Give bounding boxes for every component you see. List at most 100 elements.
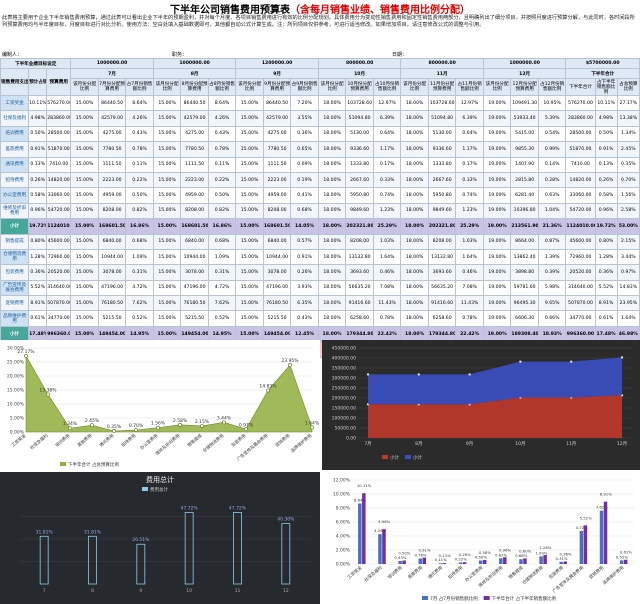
cell: 19.00% (482, 202, 512, 220)
cell: 15.00% (152, 125, 182, 143)
cell: 149454.00 (262, 325, 292, 343)
table-row: 培训费用 0.50% 28500.00 15.00% 4275.00 0.43% 15.00… (0, 125, 640, 143)
cell: 0.58% (28, 187, 48, 204)
x-tick-label: 招待费用 (446, 564, 464, 580)
cell: 0.36% (28, 264, 48, 281)
value-label: 13.38% (39, 388, 57, 394)
cell: 15.00% (235, 295, 264, 312)
target-label: 下半年业绩目标设定 (0, 58, 72, 69)
cell: 25.29% (372, 218, 402, 235)
cell: 14.05% (290, 218, 319, 235)
cell: 18.00% (400, 187, 429, 204)
cell: 0.43% (207, 125, 237, 143)
cell: 19.00% (482, 156, 512, 173)
cell: 10944.00 (262, 248, 292, 266)
value-label: 0.26% (459, 552, 471, 557)
cell: 10944.00 (180, 248, 209, 266)
value-label: 26.51% (132, 537, 150, 543)
cell: 12.97% (455, 94, 484, 112)
sub-header: 下半年合计 (565, 78, 596, 96)
cell: 18.00% (317, 187, 347, 204)
cell: 0.31% (125, 264, 154, 281)
cell: 19.00% (482, 279, 512, 297)
cell: 1333.80 (345, 156, 374, 173)
total-sales: $5700000.00 (565, 58, 640, 69)
cell: 51870.00 (565, 141, 596, 158)
position: 职务： (172, 52, 188, 58)
value-label: 0.61% (620, 550, 632, 555)
cell: 576270.00 (565, 94, 596, 112)
value-label: 7.62% (596, 505, 608, 510)
cell: 3.44% (616, 248, 640, 266)
cell: 2667.60 (427, 171, 457, 189)
bar (382, 529, 386, 564)
cell: 0.43% (125, 125, 154, 143)
cell: 1.34% (616, 125, 640, 143)
bar (482, 559, 487, 564)
value-label: 40.30% (277, 517, 295, 523)
cell: 6.39% (455, 110, 484, 127)
meta-row: 编制人： 职务： 日期： (2, 51, 638, 58)
cell: 6258.60 (345, 310, 374, 327)
cell: 19.00% (482, 110, 512, 127)
table-row: 社保及福利 4.98% 283860.00 15.00% 42579.00 4.26% 15… (0, 110, 640, 127)
description: 此表格主要用于企业下半年销售费用预算，通过此表可以看出企业下半年的预期盈利，并对… (2, 15, 635, 28)
cell: 18.00% (400, 233, 429, 250)
cell: 0.11% (125, 156, 154, 173)
row-label: 社保及福利 (0, 110, 30, 127)
x-tick-label: 8 (91, 588, 94, 594)
bar (184, 512, 194, 585)
cell: 15.00% (235, 325, 264, 343)
value-label: 1.28% (539, 545, 551, 550)
cell: 18.00% (400, 110, 429, 127)
bar (422, 557, 426, 564)
cell: 14.95% (125, 325, 154, 343)
sub-header: 该月份分配比例 (317, 78, 347, 96)
bar (462, 562, 467, 564)
bar (478, 560, 483, 564)
x-tick-label: 销售提成 (507, 564, 525, 581)
value-label: 0.50% (475, 555, 487, 560)
value-label: 0.78% (414, 553, 426, 558)
value-label: 0.31% (555, 556, 567, 561)
table-row: 差旅费用 0.91% 51870.00 15.00% 7780.50 0.78% 15.00… (0, 141, 640, 158)
cell: 1.17% (372, 141, 402, 158)
cell: 9336.60 (345, 141, 374, 158)
cell: 25.29% (455, 218, 484, 235)
x-tick-label: 品牌维护费用 (289, 432, 313, 454)
point (244, 427, 248, 432)
x-tick-label: 销售提成 (186, 432, 204, 449)
cell: 283860.00 (46, 110, 72, 127)
area-layer (368, 357, 622, 405)
cell: 1111.50 (97, 156, 127, 173)
cell: 19.00% (482, 141, 512, 158)
cell: 15.00% (235, 279, 264, 297)
cell: 27.17% (616, 94, 640, 112)
bar (623, 559, 628, 564)
cell: 86440.50 (180, 94, 209, 112)
cell: 19.00% (482, 295, 512, 312)
cell: 0.68% (290, 202, 319, 220)
cell: 19.00% (482, 218, 512, 235)
value-label: 23.95% (281, 358, 299, 364)
y-tick-label: 150000.00 (332, 406, 356, 412)
row-label: 小计 (0, 325, 30, 343)
cell: 34770.00 (46, 310, 72, 327)
cell: 28500.00 (565, 125, 596, 143)
cell: 314640.00 (46, 279, 72, 297)
cell: 42579.00 (97, 110, 127, 127)
value-label: 4.98% (378, 519, 390, 524)
cell: 0.35% (616, 156, 640, 173)
value-label: 0.91% (418, 548, 430, 553)
cell: 15.00% (152, 187, 182, 204)
cell: 0.66% (537, 310, 567, 327)
cell: 8208.00 (180, 202, 209, 220)
point (178, 422, 182, 427)
cell: 4275.00 (97, 125, 127, 143)
cell: 15.00% (70, 110, 99, 127)
cell: 0.65% (290, 141, 319, 158)
value-label: 10.11% (357, 483, 372, 488)
cell: 15.00% (70, 156, 99, 173)
sub-header: 占10月份销售额比例 (372, 78, 402, 96)
y-tick-label: 20.00% (7, 374, 25, 380)
